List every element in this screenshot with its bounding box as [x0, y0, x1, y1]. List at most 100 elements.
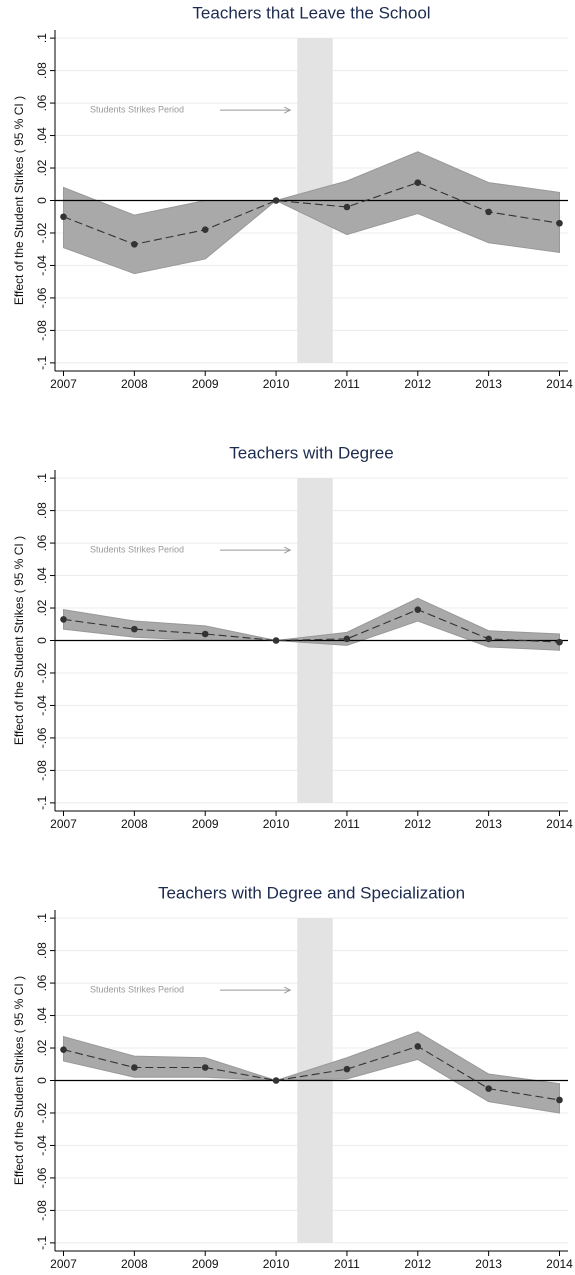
estimate-point [343, 1065, 351, 1073]
y-tick-label: 0 [35, 1077, 49, 1084]
x-tick-label: 2010 [263, 377, 290, 391]
chart-title: Teachers that Leave the School [192, 3, 430, 22]
estimate-point [201, 630, 209, 638]
y-tick-label: .06 [35, 94, 49, 111]
annotation-arrowhead [284, 546, 292, 554]
estimate-line [63, 182, 560, 245]
y-tick-label: .06 [35, 974, 49, 991]
y-tick-label: .04 [35, 127, 49, 144]
estimate-line [63, 609, 560, 643]
x-tick-label: 2009 [192, 1257, 219, 1271]
y-tick-label: 0 [35, 197, 49, 204]
annotation-arrowhead [284, 986, 292, 994]
x-tick-label: 2008 [121, 817, 148, 831]
annotation: Students Strikes Period [90, 984, 184, 994]
estimate-point [60, 213, 67, 221]
x-tick-label: 2014 [546, 377, 573, 391]
x-tick-label: 2012 [404, 377, 431, 391]
x-tick-label: 2014 [546, 1257, 573, 1271]
y-tick-label: -.02 [35, 1102, 49, 1123]
y-tick-label: -.1 [35, 1236, 49, 1250]
estimate-point [60, 1046, 67, 1053]
y-tick-label: .02 [35, 599, 49, 616]
estimate-point [414, 179, 422, 186]
y-tick-label: .04 [35, 567, 49, 584]
annotation: Students Strikes Period [90, 104, 184, 114]
chart-panel: Teachers with Degree and Specialization.… [12, 883, 573, 1271]
estimate-point [272, 1077, 280, 1084]
y-tick-label: .02 [35, 1039, 49, 1056]
y-tick-label: -.02 [35, 662, 49, 683]
y-tick-label: .06 [35, 534, 49, 551]
x-tick-label: 2009 [192, 817, 219, 831]
estimate-point [556, 638, 563, 646]
y-axis-label: Effect of the Student Strikes ( 95 % CI … [12, 536, 26, 745]
y-axis-label: Effect of the Student Strikes ( 95 % CI … [12, 96, 26, 305]
y-tick-label: -.1 [35, 796, 49, 810]
estimate-point [343, 635, 351, 643]
annotation: Students Strikes Period [90, 544, 184, 554]
y-tick-label: .1 [35, 913, 49, 923]
x-tick-label: 2011 [334, 817, 360, 831]
x-tick-label: 2011 [334, 377, 360, 391]
chart-panel: Teachers that Leave the School .1 .08 .06 .0… [12, 3, 573, 391]
x-tick-label: 2012 [404, 1257, 431, 1271]
y-tick-label: -.04 [35, 255, 49, 276]
estimate-line [63, 1045, 560, 1101]
y-tick-label: -.08 [35, 1200, 49, 1221]
y-tick-label: .04 [35, 1007, 49, 1024]
x-tick-label: 2008 [121, 1257, 148, 1271]
x-tick-label: 2013 [475, 1257, 502, 1271]
estimate-point [485, 1085, 492, 1092]
x-tick-label: 2013 [475, 377, 502, 391]
y-tick-label: -.1 [35, 356, 49, 370]
y-tick-label: 0 [35, 637, 49, 644]
y-tick-label: .1 [35, 473, 49, 483]
x-tick-label: 2007 [50, 817, 77, 831]
y-tick-label: .08 [35, 62, 49, 79]
annotation-arrowhead [284, 106, 292, 114]
chart-title: Teachers with Degree [229, 443, 393, 462]
y-tick-label: -.06 [35, 727, 49, 748]
y-tick-label: -.08 [35, 320, 49, 341]
x-tick-label: 2008 [121, 377, 148, 391]
y-axis-label: Effect of the Student Strikes ( 95 % CI … [12, 976, 26, 1185]
estimate-point [343, 203, 351, 211]
chart-title: Teachers with Degree and Specialization [158, 883, 465, 902]
estimate-point [272, 637, 280, 644]
estimate-point [485, 208, 492, 216]
estimate-point [131, 625, 138, 633]
estimate-point [272, 197, 280, 204]
y-tick-label: .08 [35, 942, 49, 959]
estimate-point [414, 606, 422, 613]
x-tick-label: 2014 [546, 817, 573, 831]
ci-band [63, 1031, 560, 1114]
y-tick-label: .08 [35, 502, 49, 519]
y-tick-label: .02 [35, 159, 49, 176]
estimate-point [131, 1064, 138, 1071]
y-tick-label: -.06 [35, 1167, 49, 1188]
estimate-point [60, 616, 67, 623]
y-tick-label: .1 [35, 33, 49, 43]
x-tick-label: 2010 [263, 817, 290, 831]
y-tick-label: -.02 [35, 222, 49, 243]
x-tick-label: 2010 [263, 1257, 290, 1271]
estimate-point [556, 219, 563, 227]
x-tick-label: 2011 [334, 1257, 360, 1271]
x-tick-label: 2012 [404, 817, 431, 831]
y-tick-label: -.06 [35, 287, 49, 308]
x-tick-label: 2013 [475, 817, 502, 831]
chart-panel: Teachers with Degree .1 .08 .06 .04 .02 0 -.02 -… [12, 443, 573, 831]
y-tick-label: -.08 [35, 760, 49, 781]
estimate-point [201, 1064, 209, 1071]
estimate-point [414, 1043, 422, 1050]
estimate-point [201, 226, 209, 234]
x-tick-label: 2007 [50, 1257, 77, 1271]
x-tick-label: 2007 [50, 377, 77, 391]
y-tick-label: -.04 [35, 695, 49, 716]
ci-band [63, 597, 560, 651]
x-tick-label: 2009 [192, 377, 219, 391]
estimate-point [485, 635, 492, 643]
estimate-point [131, 241, 138, 248]
